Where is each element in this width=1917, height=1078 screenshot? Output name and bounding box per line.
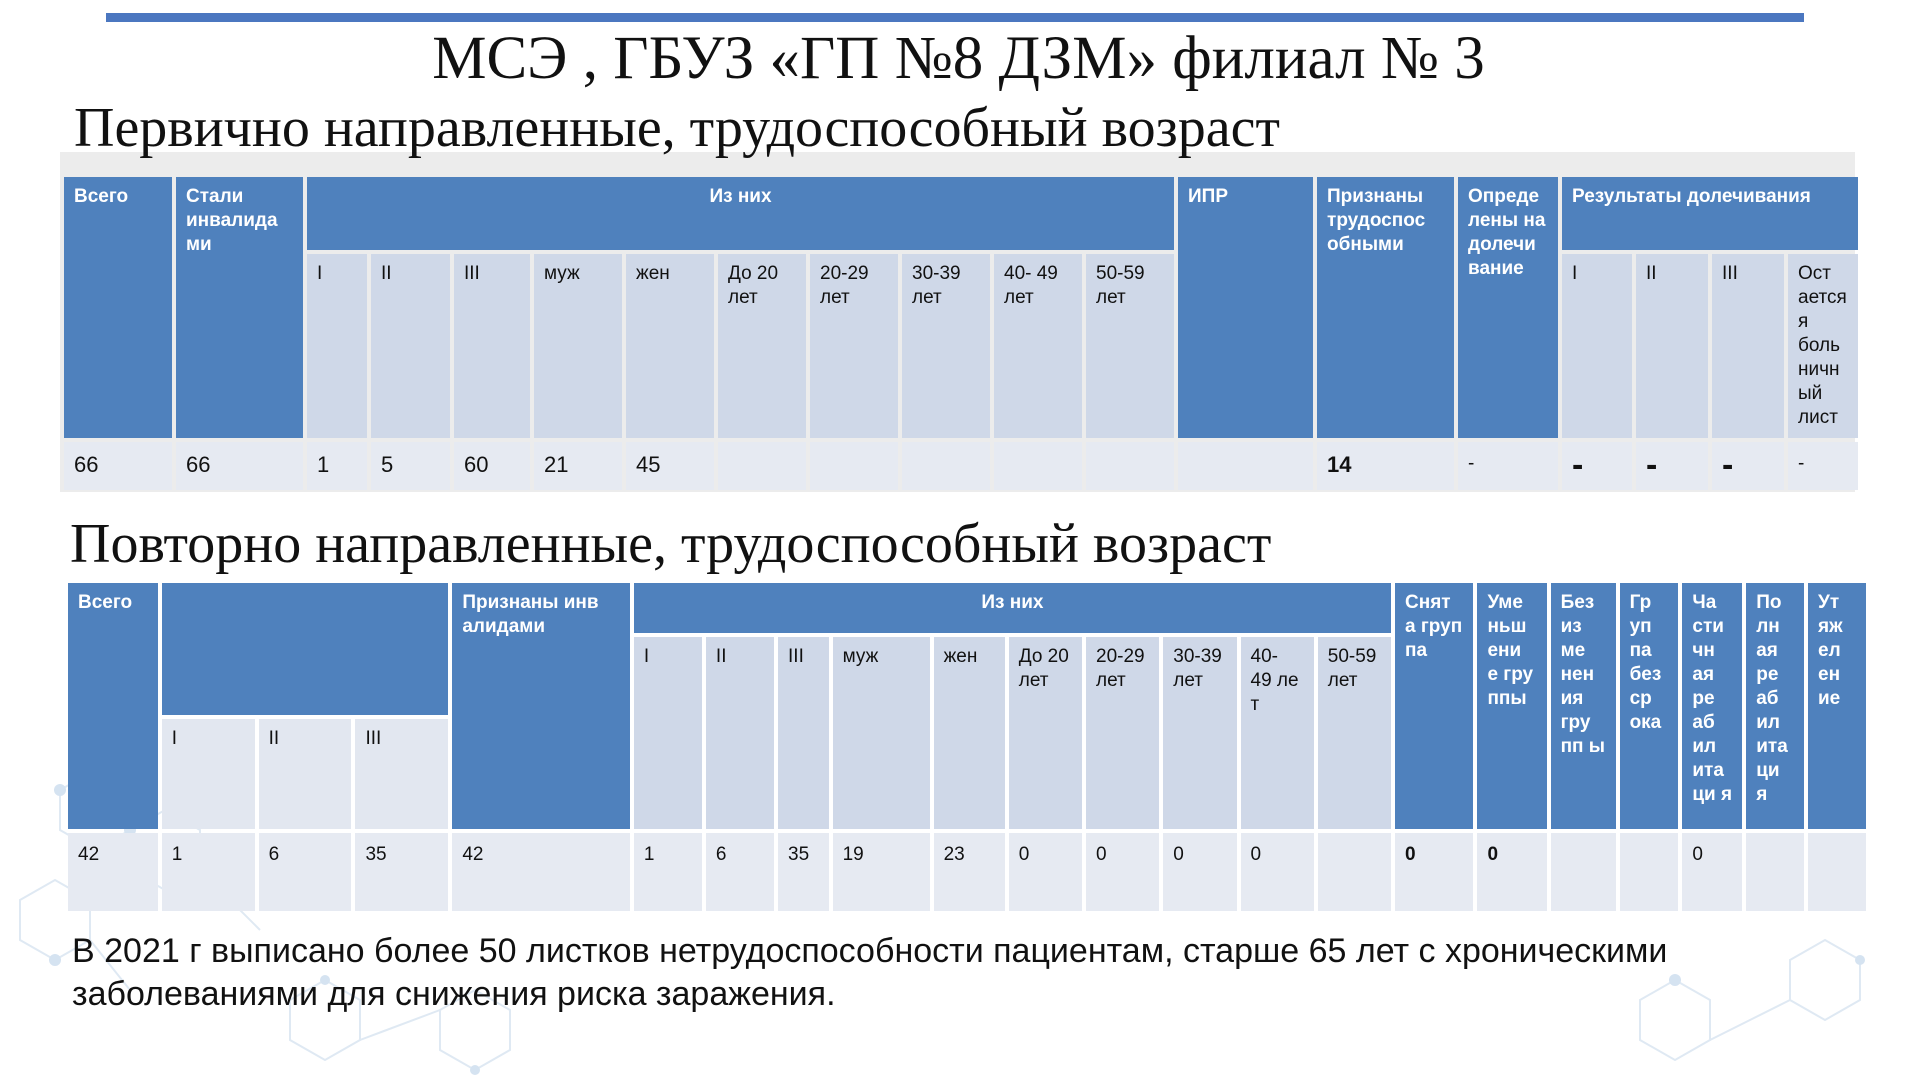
cell-ipr <box>1178 442 1314 490</box>
cell-partial-rehab: 0 <box>1682 833 1743 911</box>
subheader-age-30-39: 30-39 лет <box>1163 637 1237 829</box>
header-aftercare-results: Результаты долечивания <box>1562 177 1859 250</box>
cell-group-2: 5 <box>371 442 450 490</box>
cell-no-change <box>1550 833 1616 911</box>
header-partial-rehab: Ча сти чн ая ре аб ил ита ци я <box>1682 583 1743 829</box>
header-recognized-disabled: Признаны инв алидами <box>452 583 630 829</box>
subheader-result-group-2: II <box>1636 254 1709 438</box>
primary-section-heading: Первично направленные, трудоспособный во… <box>74 97 1280 159</box>
cell-became-disabled: 66 <box>176 442 303 490</box>
cell-prior-group-2: 6 <box>258 833 352 911</box>
subheader-age-40-49: 40- 49 лет <box>994 254 1082 438</box>
header-of-them: Из них <box>307 177 1175 250</box>
subheader-male: муж <box>534 254 622 438</box>
subheader-female: жен <box>626 254 714 438</box>
cell-total: 66 <box>64 442 172 490</box>
subheader-age-20-29: 20-29 лет <box>810 254 898 438</box>
cell-result-group-3: - <box>1712 442 1785 490</box>
subheader-female: жен <box>933 637 1005 829</box>
header-group-reduced: Уме ньш ени е гру ппы <box>1477 583 1547 829</box>
table-row: 66 66 1 5 60 21 45 14 - - - - - <box>64 442 1859 490</box>
header-lost: Ут яж ел ен ие <box>1808 583 1866 829</box>
cell-result-group-2: - <box>1636 442 1709 490</box>
subheader-group-3: III <box>454 254 530 438</box>
cell-total: 42 <box>68 833 158 911</box>
slide-title: МСЭ , ГБУЗ «ГП №8 ДЗМ» филиал № 3 <box>432 25 1485 92</box>
header-total: Всего <box>64 177 172 438</box>
subheader-age-under-20: До 20 лет <box>718 254 806 438</box>
subheader-group-3: III <box>778 637 829 829</box>
footnote-text: В 2021 г выписано более 50 листков нетру… <box>72 932 1668 1013</box>
cell-female: 23 <box>933 833 1005 911</box>
header-full-rehab: По лн ая ре аб ил ита ци я <box>1746 583 1804 829</box>
cell-age-20-29: 0 <box>1086 833 1160 911</box>
repeat-section-heading: Повторно направленные, трудоспособный во… <box>70 513 1272 575</box>
cell-female: 45 <box>626 442 714 490</box>
header-defined-aftercare: Опреде лены на долечи вание <box>1458 177 1559 438</box>
cell-group-indefinite <box>1619 833 1679 911</box>
cell-defined-aftercare: - <box>1458 442 1559 490</box>
subheader-age-under-20: До 20 лет <box>1008 637 1082 829</box>
header-group-indefinite: Гр уп па без ср ока <box>1619 583 1679 829</box>
cell-result-sick-leave: - <box>1788 442 1859 490</box>
subheader-prior-group-3: III <box>355 719 449 829</box>
cell-age-30-39: 0 <box>1163 833 1237 911</box>
table-row: 42 1 6 35 42 1 6 35 19 23 0 0 0 0 0 0 0 <box>68 833 1866 911</box>
cell-result-group-1: - <box>1562 442 1633 490</box>
cell-group-3: 60 <box>454 442 530 490</box>
header-group-removed: Снят а груп па <box>1395 583 1474 829</box>
header-total: Всего <box>68 583 158 829</box>
cell-prior-group-1: 1 <box>161 833 255 911</box>
cell-age-under-20: 0 <box>1008 833 1082 911</box>
subheader-age-50-59: 50-59 лет <box>1317 637 1392 829</box>
subheader-prior-group-2: II <box>258 719 352 829</box>
cell-recognized-able: 14 <box>1317 442 1455 490</box>
cell-group-1: 1 <box>633 833 702 911</box>
subheader-result-group-3: III <box>1712 254 1785 438</box>
subheader-prior-group-1: I <box>161 719 255 829</box>
cell-age-40-49: 0 <box>1240 833 1314 911</box>
primary-table: Всего Стали инвалида ми Из них ИПР Призн… <box>60 173 1862 494</box>
cell-male: 21 <box>534 442 622 490</box>
header-no-change: Без из ме нен ия гру пп ы <box>1550 583 1616 829</box>
cell-age-20-29 <box>810 442 898 490</box>
cell-prior-group-3: 35 <box>355 833 449 911</box>
cell-age-40-49 <box>994 442 1082 490</box>
subheader-group-1: I <box>307 254 367 438</box>
header-became-disabled: Стали инвалида ми <box>176 177 303 438</box>
header-group-blank <box>161 583 449 715</box>
header-recognized-able: Признаны трудоспос обными <box>1317 177 1455 438</box>
repeat-table: Всего Признаны инв алидами Из них Снят а… <box>64 579 1870 915</box>
subheader-age-50-59: 50-59 лет <box>1086 254 1175 438</box>
cell-age-under-20 <box>718 442 806 490</box>
cell-age-30-39 <box>902 442 990 490</box>
cell-group-1: 1 <box>307 442 367 490</box>
cell-group-reduced: 0 <box>1477 833 1547 911</box>
cell-full-rehab <box>1746 833 1804 911</box>
cell-age-50-59 <box>1317 833 1392 911</box>
subheader-group-2: II <box>705 637 775 829</box>
subheader-group-2: II <box>371 254 450 438</box>
subheader-age-40-49: 40- 49 ле т <box>1240 637 1314 829</box>
top-accent-rule <box>106 13 1804 22</box>
header-ipr: ИПР <box>1178 177 1314 438</box>
subheader-age-30-39: 30-39 лет <box>902 254 990 438</box>
subheader-result-group-1: I <box>1562 254 1633 438</box>
cell-lost <box>1808 833 1866 911</box>
subheader-age-20-29: 20-29 лет <box>1086 637 1160 829</box>
cell-group-2: 6 <box>705 833 775 911</box>
cell-group-removed: 0 <box>1395 833 1474 911</box>
subheader-result-sick-leave: Ост ается я боль ничн ый лист <box>1788 254 1859 438</box>
subheader-group-1: I <box>633 637 702 829</box>
cell-group-3: 35 <box>778 833 829 911</box>
cell-age-50-59 <box>1086 442 1175 490</box>
cell-recognized-disabled: 42 <box>452 833 630 911</box>
cell-male: 19 <box>832 833 930 911</box>
subheader-male: муж <box>832 637 930 829</box>
header-of-them: Из них <box>633 583 1392 633</box>
